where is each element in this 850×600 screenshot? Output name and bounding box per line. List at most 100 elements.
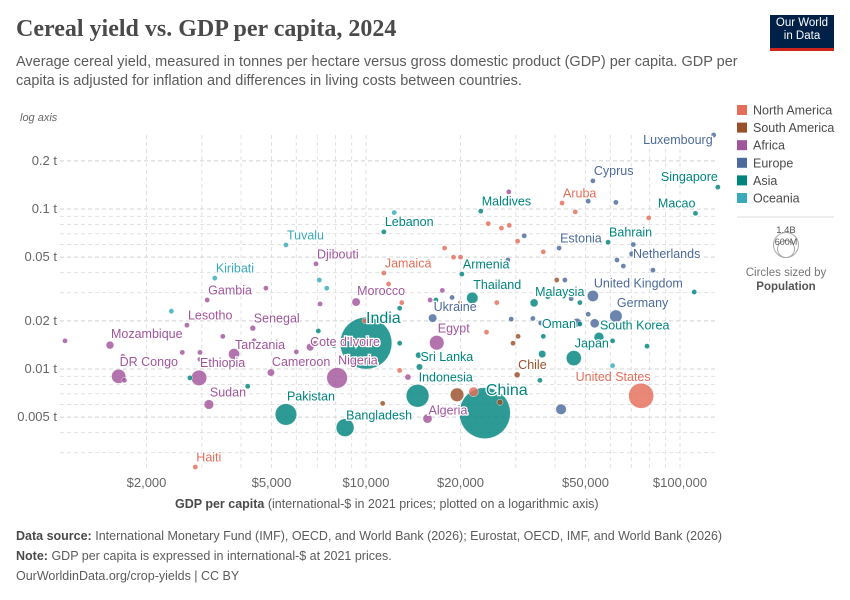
data-point [275,403,297,426]
data-point [267,368,275,377]
data-point [609,338,616,344]
point-label: Ethiopia [200,356,245,370]
credit[interactable]: OurWorldinData.org/crop-yields | CC BY [16,569,240,583]
point-label: United Kingdom [594,276,683,290]
data-point [191,369,208,386]
data-point [168,308,175,314]
data-point [540,333,547,340]
point-label: Germany [617,296,669,310]
legend-label: Europe [753,156,793,170]
data-point [692,210,699,217]
data-point [457,299,464,306]
point-label: Lesotho [188,309,233,323]
data-point [521,232,527,239]
point-label: South Korea [600,318,670,332]
point-label: Oman [542,317,576,331]
data-point [425,258,432,265]
data-point [385,281,392,287]
data-point [184,322,190,328]
data-source: Data source: International Monetary Fund… [16,529,722,543]
data-point [506,189,512,195]
point-label: Ukraine [434,300,477,314]
point-label: Netherlands [633,247,700,261]
data-point [590,178,596,184]
data-point [628,383,654,409]
chart-subtitle: Average cereal yield, measured in tonnes… [16,54,738,89]
point-label: Indonesia [419,370,473,384]
data-point [568,295,574,302]
data-point [457,254,464,260]
legend-swatch [737,157,747,168]
data-point [537,320,544,326]
note: Note: GDP per capita is expressed in int… [16,549,392,563]
owid-logo[interactable]: Our World in Data [770,15,834,51]
data-point [459,271,465,277]
data-point [585,311,591,318]
point-label: Cyprus [594,164,634,178]
data-point [593,332,605,343]
data-point [396,340,403,347]
data-point [62,338,68,344]
data-point [506,222,513,229]
data-point [566,350,582,366]
data-point [466,292,479,304]
data-point [326,367,348,389]
point-label: Armenia [463,257,510,271]
data-point [293,349,300,355]
size-legend-variable: Population [756,281,815,293]
data-point [251,338,257,344]
size-legend-value: 600M [775,237,798,247]
data-point [587,290,599,302]
point-label: Singapore [661,170,718,184]
data-point [379,400,386,407]
data-point [449,294,455,301]
data-point [391,209,398,216]
data-point [508,316,514,322]
y-tick-label: 0.005 t [17,409,57,424]
point-label: Jamaica [385,256,432,270]
x-axis-label-rest: (international-$ in 2021 prices; plotted… [264,497,598,511]
legend-label: North America [753,104,832,118]
data-point [192,464,199,470]
data-point [212,275,218,281]
legend-label: Asia [753,174,777,188]
y-tick-label: 0.2 t [32,153,58,168]
y-tick-label: 0.01 t [24,361,57,376]
point-label: Haiti [196,450,221,464]
data-point [498,225,505,231]
data-point [562,277,568,283]
data-point [204,297,210,303]
data-point [381,229,387,235]
point-label: Pakistan [287,390,335,404]
x-tick-label: $50,000 [562,475,609,490]
data-point [396,305,403,311]
data-point [477,208,484,214]
point-label: Senegal [254,311,300,325]
point-label: Maldives [482,195,531,209]
data-point [335,418,355,437]
logo-line-2: in Data [783,30,821,42]
legend-swatch [737,140,747,151]
data-point [589,318,600,329]
data-point [220,333,226,340]
data-point [530,315,536,322]
data-point [605,239,611,246]
point-label: Kiribati [216,261,254,275]
data-point [331,342,337,349]
data-point [577,321,583,327]
x-tick-label: $2,000 [127,475,167,490]
data-point [572,209,579,215]
data-point [428,313,438,323]
data-point [715,184,721,190]
data-point [197,349,203,356]
point-label: Aruba [563,186,596,200]
data-point [620,263,627,269]
data-point [645,215,652,221]
data-point [710,132,717,138]
data-point [450,387,465,402]
data-point [121,377,128,384]
point-label: Sri Lanka [420,350,473,364]
data-point [348,358,355,364]
point-label: Sudan [210,386,246,400]
